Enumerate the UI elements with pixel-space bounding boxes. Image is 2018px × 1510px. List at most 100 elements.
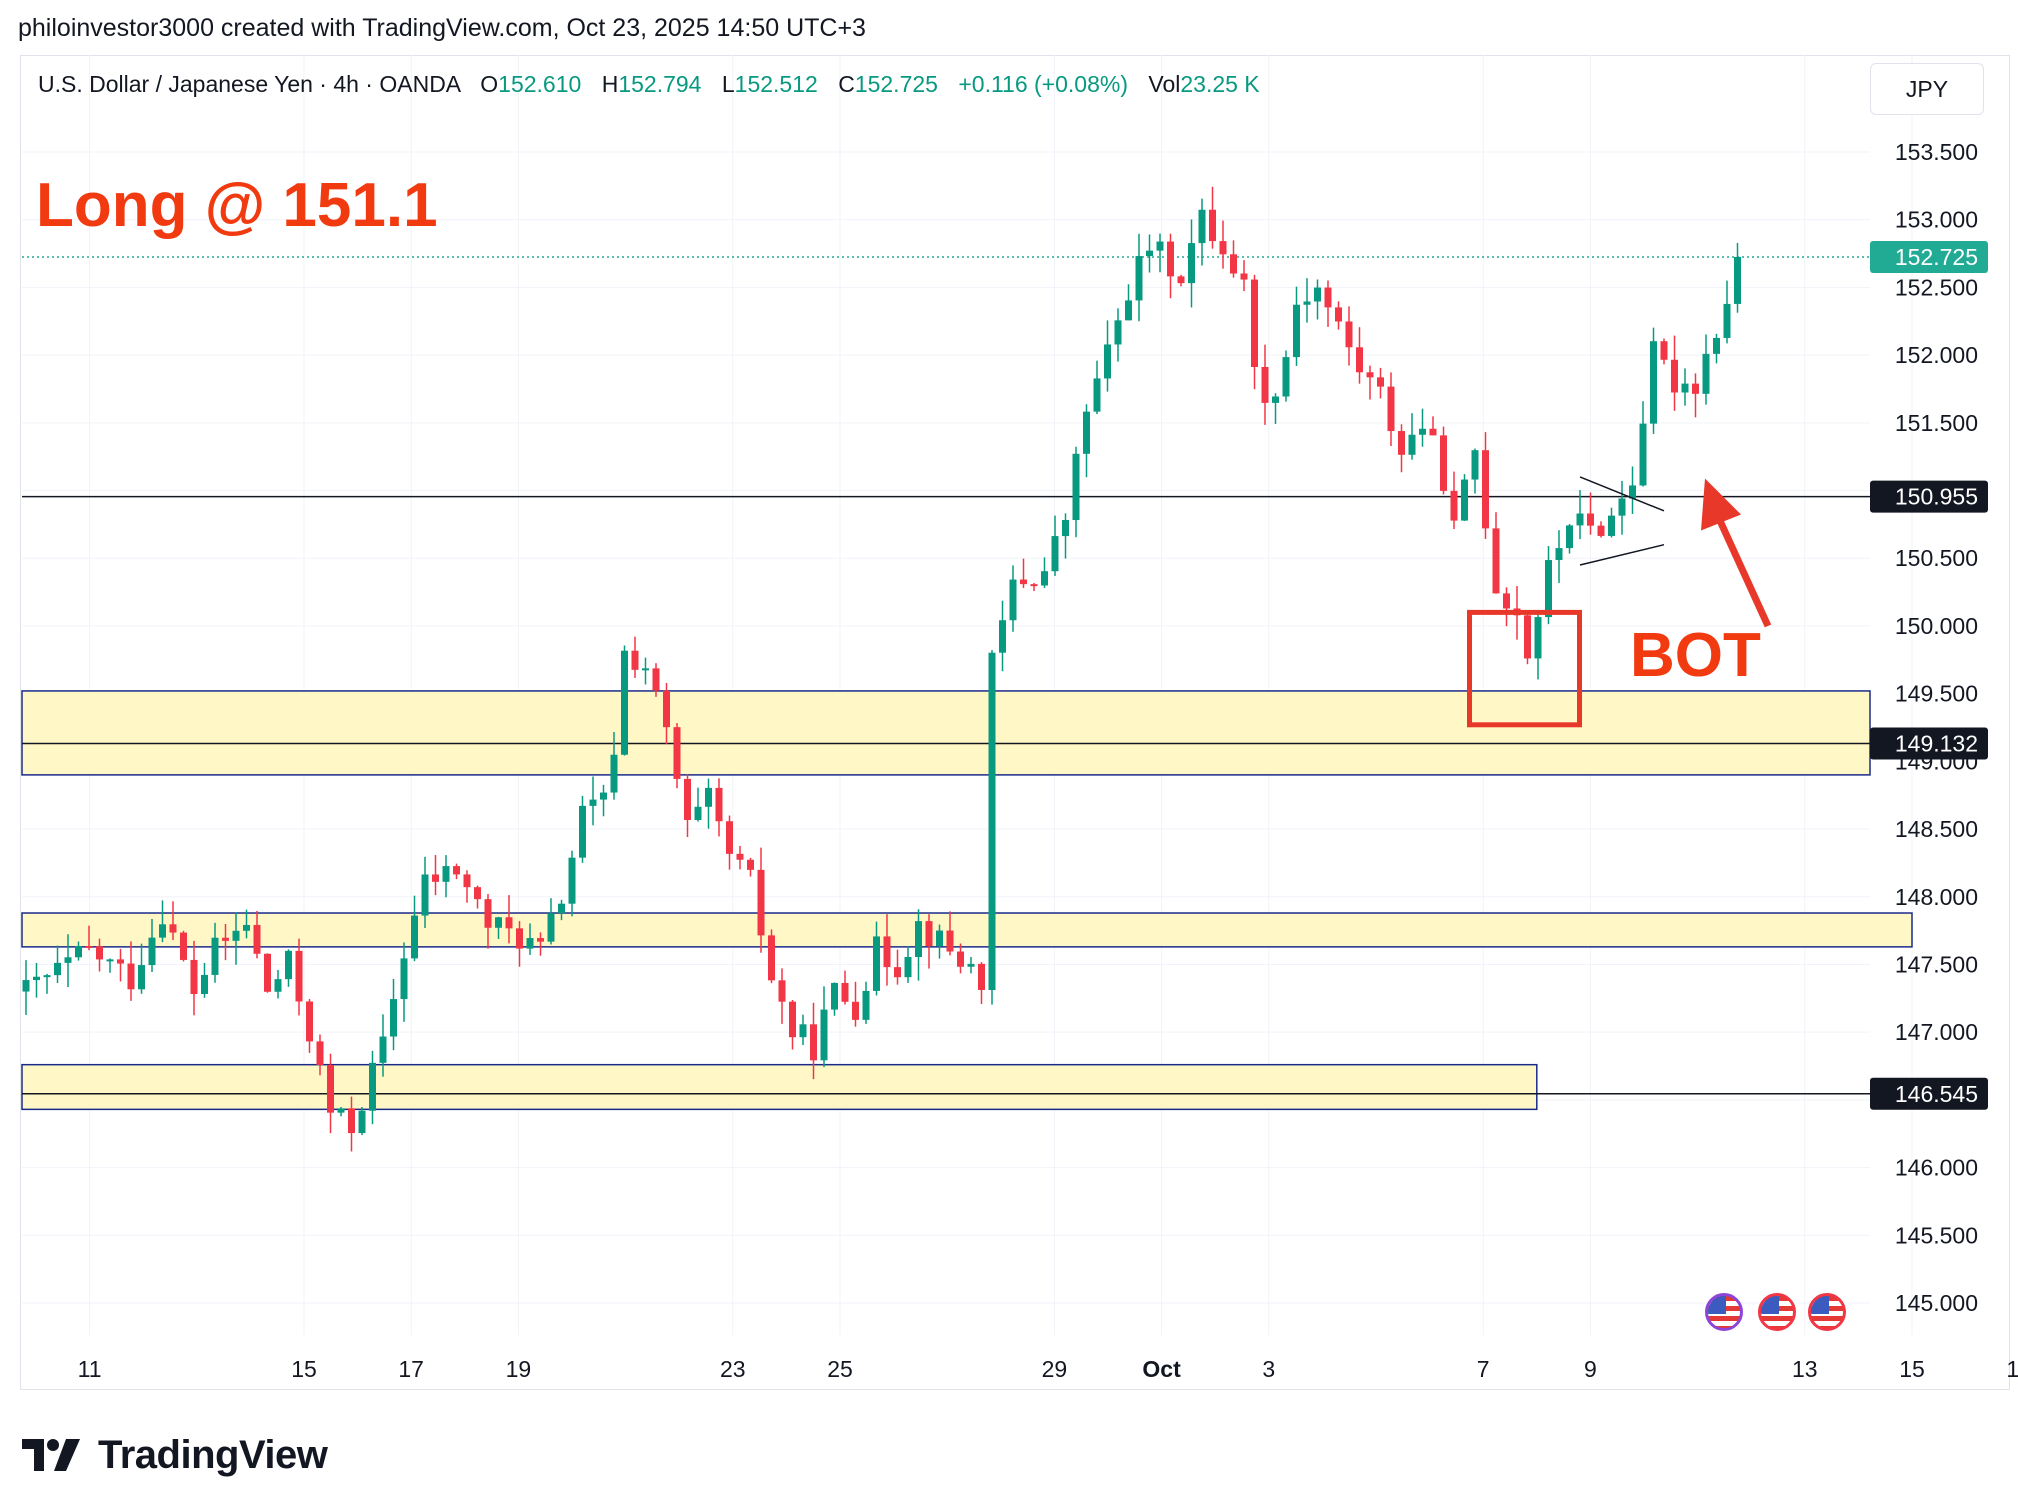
candle [253,924,261,954]
candle [946,930,954,952]
time-tick-label: 29 [1042,1356,1068,1382]
candlestick-series [22,186,1741,1152]
candle [295,950,303,1002]
candle [1587,513,1594,526]
time-tick-label: 3 [1262,1356,1275,1382]
price-tick-label: 146.000 [1895,1155,1978,1181]
candle [1503,593,1510,609]
candle [127,963,135,990]
candle [505,917,513,929]
candle [1377,377,1384,387]
candle [1062,520,1069,537]
candle [1639,423,1647,486]
price-tick-label: 148.000 [1895,884,1978,910]
candle [1692,383,1699,394]
time-tick-label: 23 [720,1356,746,1382]
candle [1030,584,1038,587]
candle [789,1001,796,1038]
triangle-upper-line [1579,476,1665,512]
candle [736,853,744,860]
candle [1723,303,1731,338]
candle [1545,560,1552,618]
high-value: 152.794 [618,71,702,97]
candle [148,937,156,966]
price-label-text: 152.725 [1895,244,1978,270]
candle [1408,434,1416,455]
us-flag-icon[interactable] [1808,1293,1846,1331]
support-zones [21,690,1913,1111]
currency-button[interactable]: JPY [1870,63,1984,115]
candle [75,945,82,958]
candle [988,652,996,991]
candle [1135,256,1143,301]
candle [652,668,660,691]
candle [862,990,870,1020]
candle [169,924,177,933]
candle [1566,525,1573,549]
candle [1524,615,1531,659]
candle [568,857,576,904]
candle [852,1001,859,1020]
candle [264,953,271,992]
candle [1188,243,1195,284]
symbol-legend: U.S. Dollar / Japanese Yen · 4h · OANDA … [38,71,1260,98]
candle [1114,320,1122,345]
candle [1702,353,1710,394]
candle [327,1064,334,1113]
time-tick-label: 11 [78,1356,102,1382]
candle [1597,525,1605,536]
price-tick-label: 145.500 [1895,1222,1978,1248]
us-flag-icon[interactable] [1758,1293,1796,1331]
candle [526,938,534,949]
time-tick-label: 15 [1899,1356,1925,1382]
candle [96,946,103,960]
change-value: +0.116 (+0.08%) [958,71,1128,97]
candle [757,869,765,936]
price-tick-label: 151.500 [1895,410,1978,436]
candle [411,915,418,959]
candle [306,1001,313,1042]
candle [841,982,849,1002]
candle [516,928,523,949]
candle [33,976,40,981]
price-tick-label: 147.500 [1895,951,1978,977]
candle [1419,428,1426,435]
candle [1051,536,1059,572]
candle [831,982,838,1010]
candle [883,936,891,968]
level-price-label [1870,1077,1988,1110]
candle [453,866,460,875]
candle [820,1009,828,1061]
support-zone [21,690,1871,776]
candle [117,959,124,964]
low-value: 152.512 [734,71,818,97]
annotations [1467,476,1772,728]
candle [180,932,187,960]
price-tick-label: 152.500 [1895,274,1978,300]
candle [1177,276,1185,284]
highlight-box [1467,609,1582,728]
price-tick-label: 153.500 [1895,139,1978,165]
candle [1734,256,1741,304]
us-flag-icon[interactable] [1705,1293,1743,1331]
tradingview-logo[interactable]: TradingView [22,1430,328,1480]
candle [337,1108,345,1113]
candle [1450,490,1458,521]
candle [799,1024,807,1038]
candle [1576,513,1584,526]
time-tick-label: 19 [506,1356,532,1382]
candle [925,921,933,947]
candle [1240,273,1248,280]
time-tick-label: 15 [291,1356,317,1382]
candle [348,1108,355,1134]
candle [222,937,229,941]
candle [1335,307,1342,322]
support-zone [21,912,1913,948]
candle [600,792,607,800]
level-price-label [1870,480,1988,513]
candle [106,959,114,962]
trade-entry-label: Long @ 151.1 [36,171,438,240]
candle [999,620,1006,653]
time-tick-label: 17 [2006,1356,2018,1382]
